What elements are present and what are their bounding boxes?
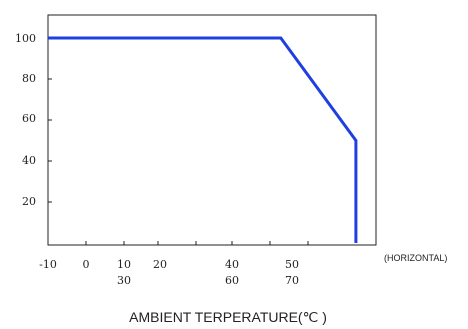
y-tick-label: 100 [15, 32, 36, 45]
x-tick-label: 40 [225, 258, 239, 271]
x-tick-label: 70 [285, 274, 299, 287]
x-tick-label: 0 [83, 258, 90, 271]
x-tick-label: 50 [285, 258, 299, 271]
y-tick-label: 80 [22, 72, 36, 85]
series-line [48, 36, 358, 243]
x-tick-label: 10 [117, 258, 131, 271]
y-tick-label: 20 [22, 195, 36, 208]
axis-note: (HORIZONTAL) [384, 253, 447, 263]
plot-frame [47, 14, 377, 246]
y-tick-label: 40 [22, 154, 36, 167]
x-tick-label: 20 [153, 258, 167, 271]
y-tick-marks [48, 37, 52, 203]
x-tick-label: -10 [39, 258, 57, 271]
x-tick-label: 30 [117, 274, 131, 287]
x-tick-marks [85, 241, 309, 245]
x-axis-label: AMBIENT TERPERATURE(℃ ) [129, 309, 327, 325]
x-tick-label: 60 [225, 274, 239, 287]
y-tick-label: 60 [22, 112, 36, 125]
